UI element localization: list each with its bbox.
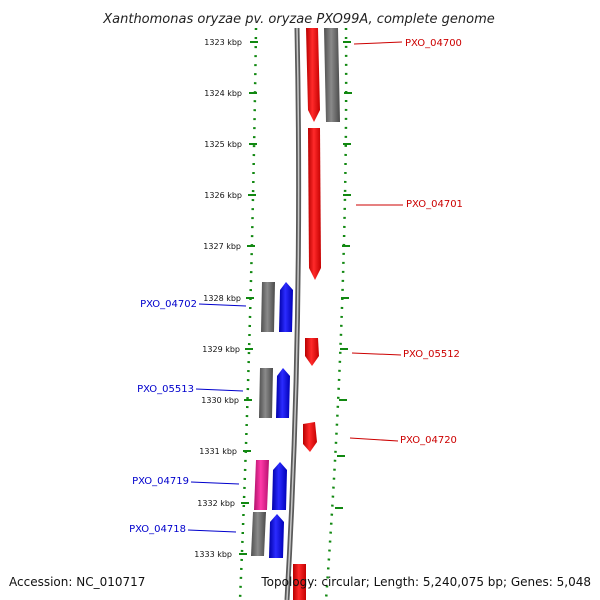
tick-label: 1330 kbp — [201, 396, 239, 405]
feature-gene-block — [261, 282, 275, 332]
feature-rna-block — [254, 460, 269, 510]
feature-cds-arrow — [269, 514, 284, 558]
feature-cds-arrow — [305, 338, 319, 366]
inner-dotted-ring — [238, 27, 258, 600]
feature-cds-arrow — [303, 422, 317, 452]
feature-cds-arrow — [279, 282, 293, 332]
tick-marks-left — [239, 41, 258, 555]
right-gene-labels: PXO_04700 PXO_04701 PXO_05512 PXO_04720 — [400, 38, 463, 446]
feature-cds-arrow — [293, 564, 306, 600]
gene-label-pxo-04700[interactable]: PXO_04700 — [405, 38, 462, 49]
tick-label: 1333 kbp — [194, 550, 232, 559]
genome-summary-text: Topology: circular; Length: 5,240,075 bp… — [260, 575, 591, 589]
feature-gene-block — [251, 512, 266, 556]
tick-marks-right — [335, 41, 352, 509]
gene-label-pxo-04720[interactable]: PXO_04720 — [400, 435, 457, 446]
gene-label-pxo-04718[interactable]: PXO_04718 — [129, 524, 186, 535]
accession-text: Accession: NC_010717 — [9, 575, 145, 589]
tick-label: 1325 kbp — [204, 140, 242, 149]
gene-label-pxo-05512[interactable]: PXO_05512 — [403, 349, 460, 360]
right-leader-lines — [349, 41, 403, 442]
gene-label-pxo-04719[interactable]: PXO_04719 — [132, 476, 189, 487]
feature-cds-arrow — [308, 128, 321, 280]
gene-label-pxo-05513[interactable]: PXO_05513 — [137, 384, 194, 395]
feature-gene-block — [324, 28, 340, 122]
feature-gene-block — [259, 368, 273, 418]
feature-cds-arrow — [272, 462, 287, 510]
tick-label: 1332 kbp — [197, 499, 235, 508]
feature-cds-arrow — [306, 28, 320, 122]
tick-label: 1327 kbp — [203, 242, 241, 251]
gene-label-pxo-04702[interactable]: PXO_04702 — [140, 299, 197, 310]
feature-cds-arrow — [276, 368, 290, 418]
forward-features — [293, 28, 340, 600]
reverse-features — [251, 282, 293, 558]
tick-label: 1324 kbp — [204, 89, 242, 98]
left-gene-labels: PXO_04702 PXO_05513 PXO_04719 PXO_04718 — [129, 299, 197, 535]
tick-label: 1326 kbp — [204, 191, 242, 200]
map-title: Xanthomonas oryzae pv. oryzae PXO99A, co… — [102, 12, 495, 27]
outer-dotted-ring — [324, 27, 348, 600]
genome-backbone-highlight — [286, 27, 300, 600]
tick-label: 1329 kbp — [202, 345, 240, 354]
tick-label: 1323 kbp — [204, 38, 242, 47]
left-leader-lines — [187, 303, 247, 533]
tick-label: 1331 kbp — [199, 447, 237, 456]
tick-labels: 1323 kbp 1324 kbp 1325 kbp 1326 kbp 1327… — [194, 38, 242, 559]
tick-label: 1328 kbp — [203, 294, 241, 303]
gene-label-pxo-04701[interactable]: PXO_04701 — [406, 199, 463, 210]
